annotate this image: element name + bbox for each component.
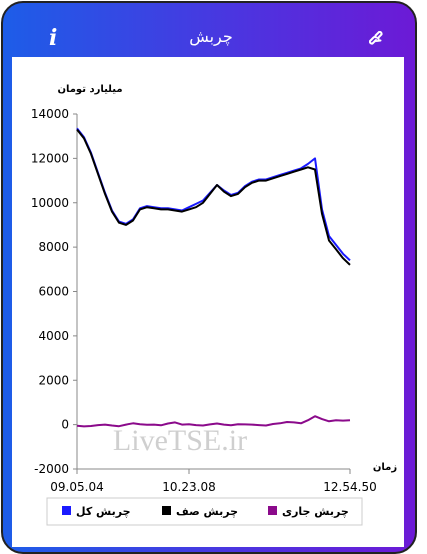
info-button[interactable]: i: [49, 25, 58, 51]
y-tick-label: 14000: [31, 107, 69, 121]
y-tick-label: 4000: [38, 329, 69, 343]
x-tick-label: 10.23.08: [162, 480, 215, 494]
watermark: LiveTSE.ir: [113, 424, 247, 457]
y-tick-label: 2000: [38, 373, 69, 387]
y-tick-label: 12000: [31, 151, 69, 165]
legend-label: چربش صف: [176, 505, 238, 518]
x-tick-label: 12.54.50: [323, 480, 376, 494]
series-line: [76, 127, 351, 262]
legend-box: [46, 497, 363, 526]
legend-label: چربش کل: [76, 505, 131, 518]
y-axis-label: میلیارد تومان: [57, 84, 122, 95]
legend-swatch: [268, 506, 277, 515]
x-tick-label: 09.05.04: [50, 480, 103, 494]
y-tick-label: 0: [61, 418, 69, 432]
y-tick-label: -2000: [34, 462, 69, 476]
legend-label: چربش جاری: [282, 505, 349, 518]
link-icon[interactable]: [369, 31, 385, 47]
x-axis-label: زمان: [373, 462, 397, 473]
y-tick-label: 6000: [38, 285, 69, 299]
legend-swatch: [62, 506, 71, 515]
series-line: [76, 415, 351, 428]
legend-swatch: [162, 506, 171, 515]
y-tick-label: 8000: [38, 240, 69, 254]
y-tick-label: 10000: [31, 196, 69, 210]
header-title: چربش: [189, 27, 233, 46]
series-line: [76, 128, 351, 266]
